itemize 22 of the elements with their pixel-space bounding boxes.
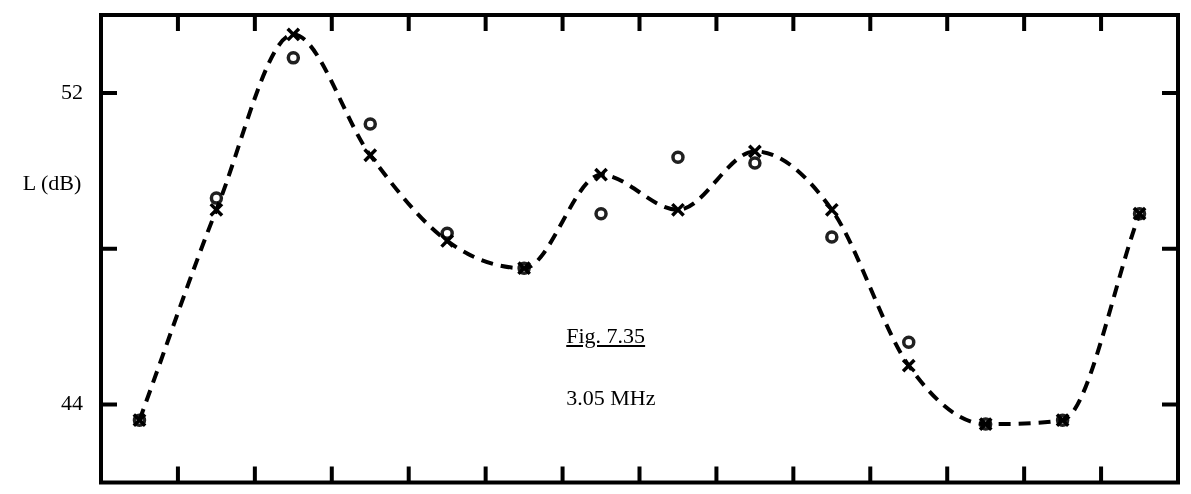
point: [363, 117, 377, 131]
point: [439, 233, 455, 249]
point: [286, 51, 301, 65]
point: [824, 202, 840, 218]
point: [594, 206, 608, 221]
annotation: Fig. 7.35: [566, 323, 646, 349]
point: [825, 230, 839, 244]
point: [208, 202, 224, 218]
point: [902, 335, 916, 349]
point: [748, 156, 762, 170]
point: [747, 143, 763, 159]
annotation: 3.05 MHz: [566, 385, 656, 411]
point: [285, 27, 301, 42]
point: [362, 147, 378, 163]
point: [670, 202, 686, 218]
point: [593, 167, 609, 183]
y-axis-title: L (dB): [22, 169, 82, 197]
y-tick-label: 44: [61, 390, 83, 416]
point: [901, 358, 917, 374]
point: [671, 150, 685, 164]
y-tick-label: 52: [61, 78, 83, 104]
point: [209, 191, 224, 205]
